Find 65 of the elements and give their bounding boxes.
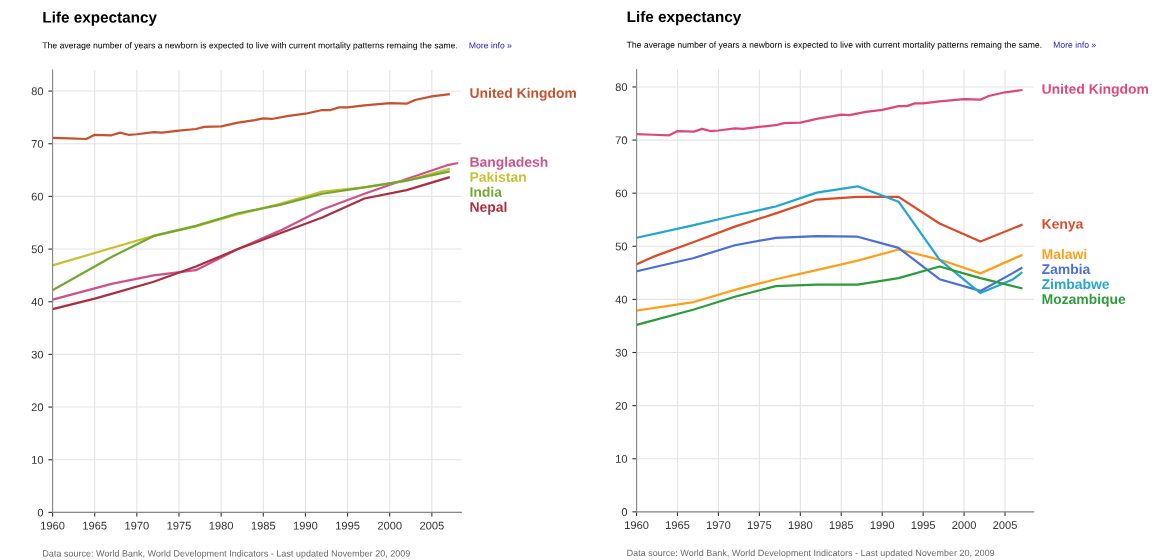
x-tick-label: 1980: [209, 521, 234, 530]
x-tick-label: 1990: [293, 521, 318, 530]
series-label: Kenya: [1042, 219, 1084, 232]
line-series: [636, 185, 1023, 295]
line-series: [636, 248, 1023, 312]
text: More info »: [469, 42, 512, 49]
line-series: [636, 265, 1023, 327]
y-tick-label: 80: [615, 83, 628, 92]
text: More info »: [1053, 41, 1096, 48]
series-label: Pakistan: [470, 171, 526, 182]
x-tick-label: 1970: [125, 521, 149, 530]
line-series: [52, 93, 450, 141]
series-label: United Kingdom: [470, 87, 576, 101]
x-tick-label: 2005: [993, 521, 1017, 530]
series-label: Bangladesh: [470, 156, 548, 170]
x-tick-label: 2000: [952, 521, 977, 530]
series-label: Mozambique: [1042, 293, 1126, 307]
y-tick-label: 40: [615, 295, 628, 304]
x-tick-label: 2005: [420, 521, 444, 530]
y-tick-label: 30: [615, 348, 628, 357]
chart-title: Life expectancy: [627, 10, 742, 26]
chart-subtitle: The average number of years a newborn is expected to live with current mortality patterns remaing the same.: [42, 42, 457, 51]
y-tick-label: 20: [31, 403, 44, 412]
line-series: [52, 176, 450, 311]
y-tick-label: 70: [31, 140, 44, 148]
y-tick-label: 0: [621, 508, 628, 516]
chart-title: Life expectancy: [43, 11, 157, 26]
text: Nepal: [470, 201, 507, 215]
y-tick-label: 50: [31, 245, 44, 254]
x-tick-label: 1960: [41, 521, 65, 530]
y-tick-label: 60: [615, 189, 628, 198]
y-tick-label: 80: [31, 87, 44, 96]
y-tick-label: 10: [32, 456, 44, 464]
line-series: [636, 89, 1023, 137]
series-label: India: [470, 186, 503, 197]
x-tick-label: 1990: [870, 521, 895, 530]
y-tick-label: 60: [31, 192, 44, 201]
y-tick-label: 50: [615, 242, 628, 251]
y-tick-label: 0: [37, 508, 44, 517]
x-tick-label: 2000: [377, 521, 402, 530]
chart-subtitle: The average number of years a newborn is expected to live with current mortality patterns remaing the same.: [626, 41, 1042, 50]
line-series: [636, 195, 1023, 266]
x-tick-label: 1995: [336, 521, 360, 530]
line-series: [636, 235, 1023, 293]
y-tick-label: 10: [616, 455, 628, 463]
y-tick-label: 70: [615, 136, 628, 145]
source-note: Data source: World Bank, World Development Indicators - Last updated November 20, 2009: [627, 549, 995, 558]
x-tick-label: 1995: [911, 521, 936, 530]
y-tick-label: 40: [31, 298, 44, 306]
series-label: United Kingdom: [1042, 83, 1148, 97]
source-note: Data source: World Bank, World Development Indicators - Last updated November 20, 2009: [43, 550, 410, 559]
x-tick-label: 1965: [665, 521, 690, 530]
series-label: Zimbabwe: [1042, 278, 1110, 290]
x-tick-label: 1980: [788, 521, 813, 530]
x-tick-label: 1975: [167, 521, 191, 530]
y-tick-label: 30: [31, 350, 44, 359]
x-tick-label: 1985: [251, 521, 276, 530]
x-tick-label: 1965: [83, 521, 107, 530]
series-label: Malawi: [1042, 248, 1087, 260]
x-tick-label: 1975: [747, 521, 772, 530]
y-tick-label: 20: [615, 401, 628, 410]
x-tick-label: 1985: [829, 521, 854, 530]
series-label: Zambia: [1042, 263, 1091, 275]
x-tick-label: 1960: [625, 521, 649, 530]
x-tick-label: 1970: [706, 521, 731, 530]
